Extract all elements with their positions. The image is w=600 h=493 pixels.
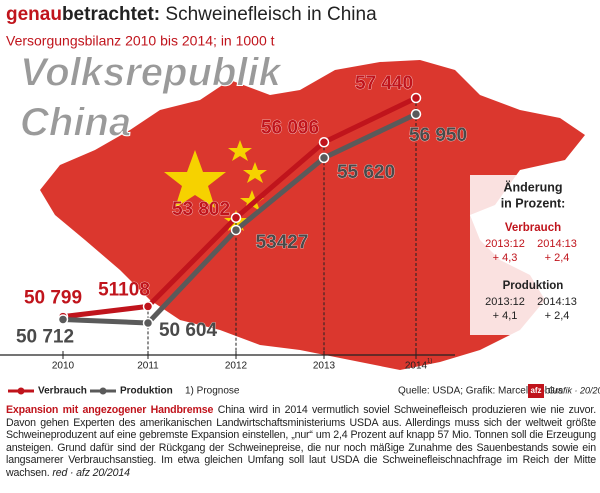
title: Schweinefleisch in China	[165, 4, 377, 25]
article-signature: red · afz 20/2014	[52, 466, 130, 479]
subtitle: Versorgungsbilanz 2010 bis 2014; in 1000…	[6, 33, 275, 49]
data-label: 57 440	[355, 73, 413, 94]
legend-label: Verbrauch	[38, 386, 87, 397]
background-text: Volksrepublik	[20, 51, 283, 95]
box-period: 2014:13	[537, 296, 577, 308]
source: Quelle: USDA; Grafik: Marcel Möbius	[398, 386, 563, 397]
logo-bg	[528, 384, 544, 398]
point	[318, 152, 330, 164]
chart: Volksrepublik China genaubetrachtet: Sch…	[0, 4, 600, 398]
data-label: 56 096	[261, 117, 319, 138]
data-label: 53427	[256, 232, 309, 253]
article: Expansion mit angezogener Handbremse Chi…	[6, 404, 596, 480]
data-label: 50 604	[159, 320, 218, 341]
point	[230, 224, 242, 236]
star	[228, 140, 252, 161]
star	[243, 162, 267, 183]
point	[57, 314, 69, 325]
box-group-name: Produktion	[503, 280, 564, 292]
article-lead: Expansion mit angezogener Handbremse	[6, 404, 214, 416]
box-period: 2013:12	[485, 238, 525, 250]
brand: betrachtet:	[62, 4, 160, 25]
data-label: 50 712	[16, 326, 74, 347]
legend-marker	[99, 387, 107, 395]
article-text: China wird in 2014 vermutlich soviel Sch…	[6, 404, 597, 479]
box-group-name: Verbrauch	[505, 222, 561, 234]
point	[410, 108, 422, 120]
box-title: in Prozent:	[501, 196, 566, 210]
data-label: 53 802	[172, 199, 230, 220]
credit: Grafik · 20/2014	[548, 385, 600, 395]
point	[142, 301, 154, 312]
chart-title: genaubetrachtet: Schweinefleisch in Chin…	[6, 4, 377, 25]
box-period: 2013:12	[485, 296, 525, 308]
legend-label: Produktion	[120, 386, 173, 397]
change-box-bg	[470, 175, 598, 335]
change-box: Änderung in Prozent:	[501, 179, 566, 210]
footnote: 1) Prognose	[185, 386, 240, 397]
data-label: 50 799	[24, 288, 82, 309]
star	[164, 150, 226, 208]
legend-marker	[17, 387, 25, 395]
point	[142, 317, 154, 329]
box-title: Änderung	[503, 179, 562, 194]
x-tick-label: 2011	[137, 361, 159, 372]
star	[240, 190, 264, 211]
brand: genau	[6, 4, 62, 25]
box-change: + 2,4	[545, 252, 570, 264]
x-tick-label: 2010	[52, 361, 75, 372]
x-tick-label: 2013	[313, 361, 336, 372]
box-period: 2014:13	[537, 238, 577, 250]
box-change: + 4,1	[493, 310, 518, 322]
box-change: + 4,3	[493, 252, 518, 264]
x-tick-label: 2012	[225, 361, 248, 372]
point	[410, 92, 422, 104]
point	[318, 136, 330, 148]
logo: afz	[530, 386, 541, 395]
data-label: 56 950	[409, 125, 467, 146]
point	[230, 212, 242, 223]
background-text: China	[20, 101, 131, 145]
category-note: 1)	[427, 359, 432, 365]
x-tick-label: 2014	[405, 361, 428, 372]
data-label: 51108	[98, 279, 150, 300]
box-change: + 2,4	[545, 310, 570, 322]
legend: Verbrauch Produktion 1) Prognose Quelle:…	[8, 384, 600, 398]
data-label: 55 620	[337, 162, 395, 183]
